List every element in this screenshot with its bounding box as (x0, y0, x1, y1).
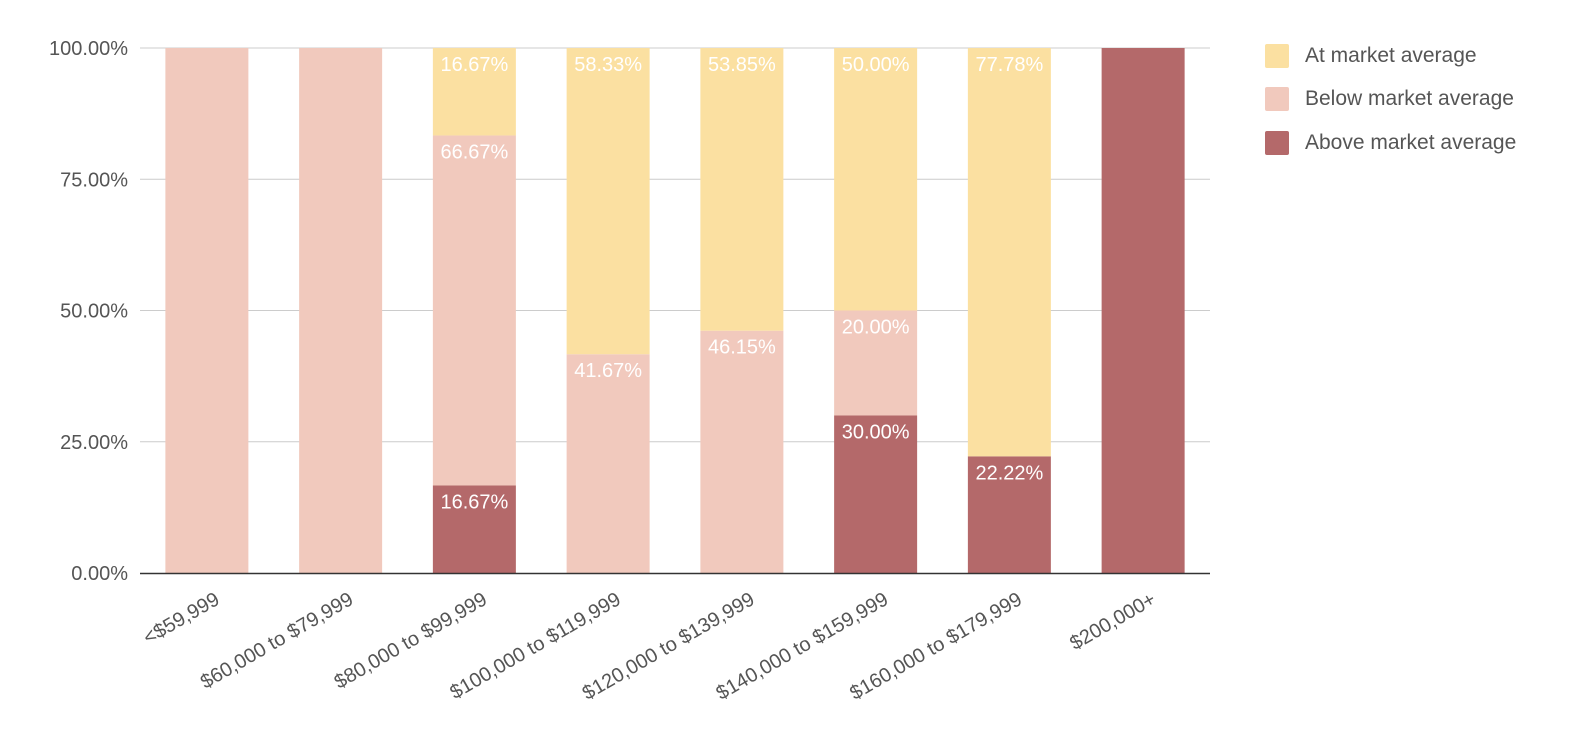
data-label: 16.67% (440, 491, 508, 513)
y-tick-label: 50.00% (60, 301, 128, 323)
data-label: 22.22% (975, 462, 1043, 484)
data-label: 77.78% (975, 54, 1043, 76)
bar-segment-at (967, 48, 1051, 457)
bar-segment-below (432, 135, 516, 486)
legend-item-below: Below market average (1265, 78, 1516, 122)
bar-segment-above (1101, 48, 1185, 573)
bar-segment-at (432, 47, 516, 136)
legend-label: At market average (1305, 43, 1477, 67)
legend-swatch (1265, 130, 1289, 155)
data-label: 41.67% (574, 360, 642, 382)
chart-legend: At market average Below market average Abo… (1265, 34, 1516, 165)
data-label: 46.15% (708, 337, 776, 359)
bar-segment-below (834, 310, 918, 416)
bar-segment-at (700, 48, 784, 331)
bar-segment-below (700, 330, 784, 573)
data-label: 30.00% (842, 422, 910, 444)
bar-segment-at (834, 48, 918, 311)
data-label: 66.67% (440, 141, 508, 163)
bar-segment-above (967, 456, 1051, 573)
bar-segment-above (432, 485, 516, 573)
y-tick-label: 0.00% (71, 563, 128, 585)
y-tick-label: 25.00% (60, 432, 128, 454)
bar-segment-below (566, 354, 650, 573)
x-tick-label: <$59,999 (140, 588, 224, 649)
data-label: 53.85% (708, 54, 776, 76)
data-label: 16.67% (440, 54, 508, 76)
data-label: 58.33% (574, 54, 642, 76)
legend-item-at: At market average (1265, 34, 1516, 78)
x-tick-label: $200,000+ (1066, 588, 1159, 655)
data-label: 20.00% (842, 317, 910, 339)
y-tick-label: 75.00% (60, 169, 128, 191)
legend-label: Above market average (1305, 130, 1517, 154)
legend-swatch (1265, 43, 1289, 68)
bar-segment-below (299, 48, 383, 573)
y-tick-label: 100.00% (49, 38, 128, 60)
bar-segment-below (165, 48, 249, 573)
bar-segment-at (566, 48, 650, 355)
legend-item-above: Above market average (1265, 121, 1516, 165)
data-label: 50.00% (842, 54, 910, 76)
bar-segment-above (834, 415, 918, 573)
legend-label: Below market average (1305, 87, 1514, 111)
legend-swatch (1265, 87, 1289, 112)
